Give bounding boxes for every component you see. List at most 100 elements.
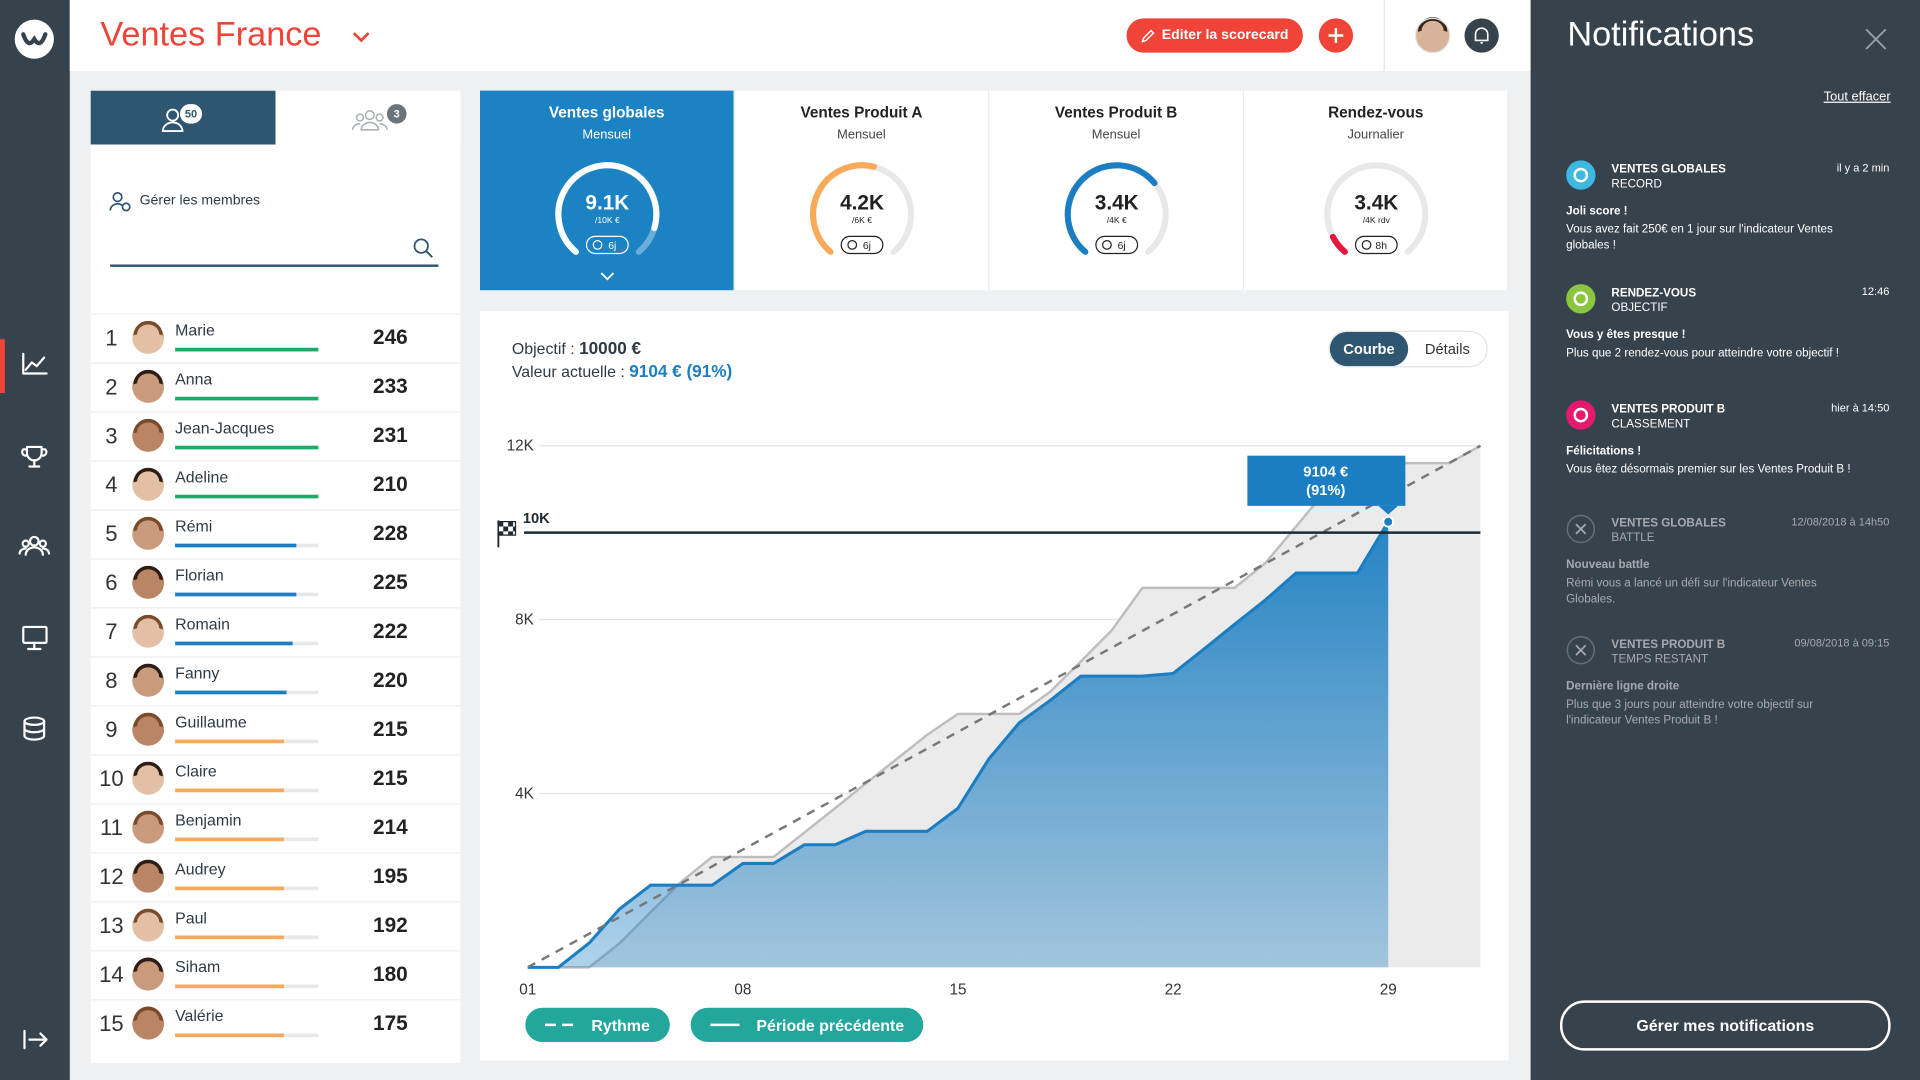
notifications-button[interactable]: [1463, 17, 1500, 54]
kpi-value: 9.1K: [585, 191, 629, 214]
x-tick-label: 15: [949, 981, 966, 998]
kpi-title: Ventes globales: [548, 104, 665, 122]
y-tick-label: 12K: [507, 438, 535, 455]
close-button[interactable]: [1864, 27, 1888, 51]
manage-members[interactable]: Gérer les membres: [139, 193, 261, 209]
progress-track: [175, 886, 319, 891]
member-score: 192: [373, 913, 408, 937]
title-dropdown[interactable]: [351, 27, 371, 47]
page-title[interactable]: Ventes France: [100, 14, 322, 53]
progress-track: [175, 592, 319, 597]
kpi-title: Ventes Produit B: [1054, 104, 1178, 122]
kpi-value: 3.4K: [1095, 191, 1139, 214]
avatar-face: [132, 566, 165, 599]
avatar-hair: [133, 1006, 163, 1022]
avatar-face: [132, 811, 165, 844]
notification[interactable]: VENTES GLOBALES RECORD il y a 2 min Joli sc…: [1531, 160, 1920, 273]
nav-screen[interactable]: [22, 625, 48, 651]
avatar-face: [132, 860, 165, 893]
nav-trophy[interactable]: [21, 445, 48, 468]
rank: 5: [105, 521, 118, 547]
search-icon[interactable]: [413, 238, 435, 260]
notification-heading: Dernière ligne droite: [1566, 679, 1680, 694]
notification-heading: Joli score !: [1566, 204, 1628, 218]
legend-swatch: [709, 1023, 740, 1027]
remaining-time: 6j: [863, 241, 871, 252]
sidebar-icons: [0, 19, 54, 1050]
user-avatar[interactable]: [1414, 17, 1451, 54]
legend-item[interactable]: Rythme: [525, 1007, 670, 1043]
tab-teams[interactable]: 3: [275, 90, 461, 145]
member-name: Audrey: [175, 859, 226, 878]
nav-stats[interactable]: [22, 352, 48, 375]
progress-track: [175, 641, 319, 646]
add-button[interactable]: [1318, 17, 1355, 54]
notification-type: TEMPS RESTANT: [1611, 652, 1709, 667]
kpi-value: 4.2K: [840, 191, 884, 214]
member-row: 13 Paul 192: [90, 901, 461, 951]
notification-time: 12/08/2018 à 14h50: [1791, 515, 1890, 528]
avatar-hair: [133, 712, 163, 728]
member-score: 228: [373, 521, 408, 545]
toggle-curve[interactable]: Courbe: [1329, 331, 1409, 367]
member-row: 4 Adeline 210: [90, 460, 461, 510]
rank: 13: [99, 913, 124, 938]
notification-body: Vous êtez désormais premier sur les Vent…: [1566, 462, 1851, 477]
avatar-face: [132, 517, 165, 550]
goal-label: 10K: [523, 511, 550, 527]
notification-time: 12:46: [1861, 285, 1890, 298]
member-row: 12 Audrey 195: [90, 852, 461, 902]
goal-flag: [497, 520, 517, 548]
kpi-card[interactable]: Ventes Produit A Mensuel 4.2K/6K € 6j: [734, 90, 990, 291]
gauge-value: [1064, 162, 1158, 255]
kpi-card[interactable]: Rendez-vous Journalier 3.4K/4K rdv 8h: [1244, 90, 1509, 291]
avatar-face: [132, 958, 165, 991]
member-row: 2 Anna 233: [90, 362, 461, 412]
member-avatar: [132, 859, 165, 893]
notification-category: VENTES PRODUIT B: [1611, 402, 1726, 417]
notification-icon: [1566, 636, 1596, 665]
notification-type: BATTLE: [1611, 531, 1655, 545]
nav-data[interactable]: [23, 716, 46, 741]
member-row: 1 Marie 246: [90, 313, 461, 363]
icon-circle: [1566, 160, 1596, 190]
notification[interactable]: VENTES PRODUIT B CLASSEMENT hier à 14:50 Fé…: [1531, 400, 1920, 513]
member-avatar: [132, 516, 165, 550]
notifications-title: Notifications: [1567, 14, 1755, 53]
edit-button[interactable]: Editer la scorecard: [1126, 18, 1303, 53]
rank: 1: [105, 325, 118, 351]
notification-body: Plus que 3 jours pour atteindre votre ob…: [1566, 697, 1814, 728]
notification[interactable]: VENTES PRODUIT B TEMPS RESTANT 09/08/2018 …: [1531, 636, 1920, 749]
gauge-value: [810, 162, 877, 255]
kpi-row: Ventes globales Mensuel 9.1K/10K €6j Ventes…: [480, 90, 1509, 291]
objective-value: 10000 €: [579, 337, 642, 358]
icon-circle: [1566, 400, 1596, 430]
tab-members[interactable]: 50: [90, 90, 276, 145]
legend-swatch: [544, 1023, 575, 1027]
member-name: Jean-Jacques: [175, 418, 275, 438]
avatar-hair: [133, 565, 163, 581]
search-input[interactable]: [110, 264, 439, 267]
nav-teams[interactable]: [18, 535, 51, 556]
header-divider: [1383, 0, 1385, 72]
avatar-hair: [133, 614, 163, 630]
notification[interactable]: RENDEZ-VOUS OBJECTIF 12:46 Vous y êtes pres…: [1531, 284, 1920, 397]
current-amount: 9104 € (91%): [629, 361, 733, 381]
avatar-face: [132, 762, 165, 795]
rank: 14: [99, 962, 124, 987]
kpi-card[interactable]: Ventes Produit B Mensuel 3.4K/4K € 6j: [989, 90, 1245, 291]
avatar-hair: [133, 908, 163, 924]
manage-notifications[interactable]: Gérer mes notifications: [1560, 1000, 1891, 1051]
toggle-details[interactable]: Détails: [1424, 340, 1470, 358]
legend-item[interactable]: Période précédente: [690, 1007, 924, 1043]
nav-logout[interactable]: [23, 1029, 48, 1050]
y-tick-label: 4K: [515, 785, 535, 802]
member-row: 14 Siham 180: [90, 950, 461, 1000]
notification[interactable]: VENTES GLOBALES BATTLE 12/08/2018 à 14h50 N…: [1531, 514, 1920, 627]
progress-track: [175, 445, 319, 450]
avatar-hair: [133, 663, 163, 679]
notification-body: Rémi vous a lancé un défi sur l'indicate…: [1566, 576, 1817, 607]
rank: 2: [105, 374, 118, 400]
kpi-card[interactable]: Ventes globales Mensuel 9.1K/10K € 6j: [480, 90, 735, 291]
clear-all[interactable]: Tout effacer: [1823, 89, 1891, 105]
